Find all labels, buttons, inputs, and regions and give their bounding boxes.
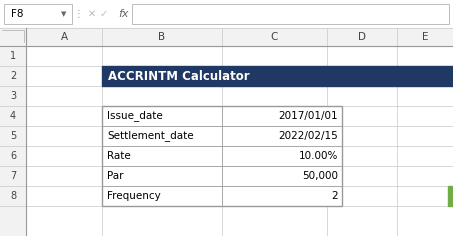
Text: Par: Par	[107, 171, 124, 181]
Bar	[0, 0, 453, 28]
Text: 8: 8	[10, 191, 16, 201]
Bar	[0, 46, 26, 236]
Text: Issue_date: Issue_date	[107, 110, 163, 122]
Bar	[0, 28, 453, 236]
Text: C: C	[271, 32, 278, 42]
Text: 1: 1	[10, 51, 16, 61]
Text: 6: 6	[10, 151, 16, 161]
Text: ▼: ▼	[61, 11, 67, 17]
Text: E: E	[422, 32, 428, 42]
Bar	[102, 66, 453, 86]
Text: Frequency: Frequency	[107, 191, 161, 201]
Bar	[0, 28, 453, 46]
Text: 2: 2	[332, 191, 338, 201]
Bar	[448, 186, 453, 206]
Text: ✕: ✕	[88, 9, 96, 19]
Text: 5: 5	[10, 131, 16, 141]
Text: Rate: Rate	[107, 151, 131, 161]
Text: 50,000: 50,000	[302, 171, 338, 181]
Bar	[132, 4, 449, 24]
Text: 2017/01/01: 2017/01/01	[279, 111, 338, 121]
Text: ⋮: ⋮	[73, 9, 83, 19]
Bar	[102, 106, 342, 206]
Text: 2: 2	[10, 71, 16, 81]
Text: B: B	[159, 32, 165, 42]
Text: 7: 7	[10, 171, 16, 181]
Text: 4: 4	[10, 111, 16, 121]
Text: Settlement_date: Settlement_date	[107, 131, 193, 141]
Text: 3: 3	[10, 91, 16, 101]
Bar	[102, 106, 342, 206]
Text: ✓: ✓	[100, 9, 108, 19]
Text: fx: fx	[118, 9, 129, 19]
Text: A: A	[60, 32, 67, 42]
Text: ACCRINTM Calculator: ACCRINTM Calculator	[108, 69, 250, 83]
Text: 10.00%: 10.00%	[299, 151, 338, 161]
Text: F8: F8	[11, 9, 24, 19]
Bar	[4, 4, 72, 24]
Text: D: D	[358, 32, 366, 42]
Text: 2022/02/15: 2022/02/15	[278, 131, 338, 141]
